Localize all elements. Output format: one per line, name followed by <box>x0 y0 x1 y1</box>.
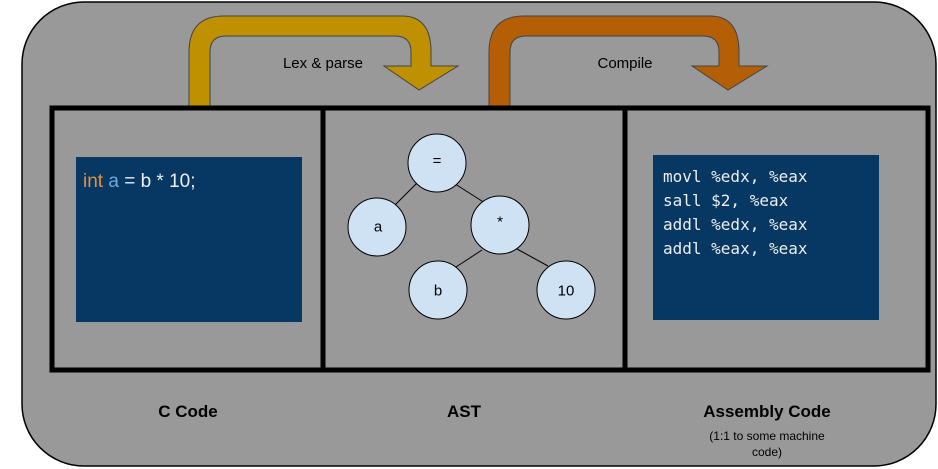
c-code-box: int a = b * 10; <box>76 157 302 322</box>
svg-text:10: 10 <box>558 283 575 300</box>
lex-parse-label: Lex & parse <box>283 55 363 72</box>
svg-text:b: b <box>434 283 442 300</box>
assembly-note-line1: (1:1 to some machine <box>709 429 825 443</box>
compile-arrow <box>488 15 769 109</box>
assembly-note-line2: code) <box>752 445 782 459</box>
svg-text:a: a <box>374 219 383 236</box>
assembly-label: Assembly Code <box>703 402 831 421</box>
ast-node-a: a <box>347 197 407 257</box>
asm-line: movl %edx, %eax <box>663 167 808 186</box>
c-keyword-int: int <box>83 171 104 192</box>
edge-mul-b <box>455 249 483 268</box>
compile-label: Compile <box>597 55 652 72</box>
ast-node-b: b <box>408 260 468 320</box>
edge-assign-mul <box>451 181 486 204</box>
ast-label: AST <box>447 402 482 421</box>
ast-node-mul: * <box>470 195 530 255</box>
c-variable-a: a <box>108 171 119 192</box>
assembly-code-box: movl %edx, %eax sall $2, %eax addl %edx,… <box>653 155 879 320</box>
edge-assign-a <box>392 179 421 208</box>
ast-node-assign: = <box>407 133 467 193</box>
c-code-rest: = b * 10; <box>118 171 196 192</box>
asm-line: addl %eax, %eax <box>663 239 808 258</box>
svg-text:*: * <box>497 214 503 231</box>
asm-line: sall $2, %eax <box>663 191 789 210</box>
svg-text:=: = <box>433 153 442 170</box>
stage-frame <box>49 105 931 373</box>
ast-node-ten: 10 <box>536 260 596 320</box>
asm-line: addl %edx, %eax <box>663 215 808 234</box>
edge-mul-ten <box>516 248 549 267</box>
lex-parse-arrow <box>188 15 460 109</box>
ast-edges <box>392 179 549 268</box>
c-code-label: C Code <box>158 402 218 421</box>
